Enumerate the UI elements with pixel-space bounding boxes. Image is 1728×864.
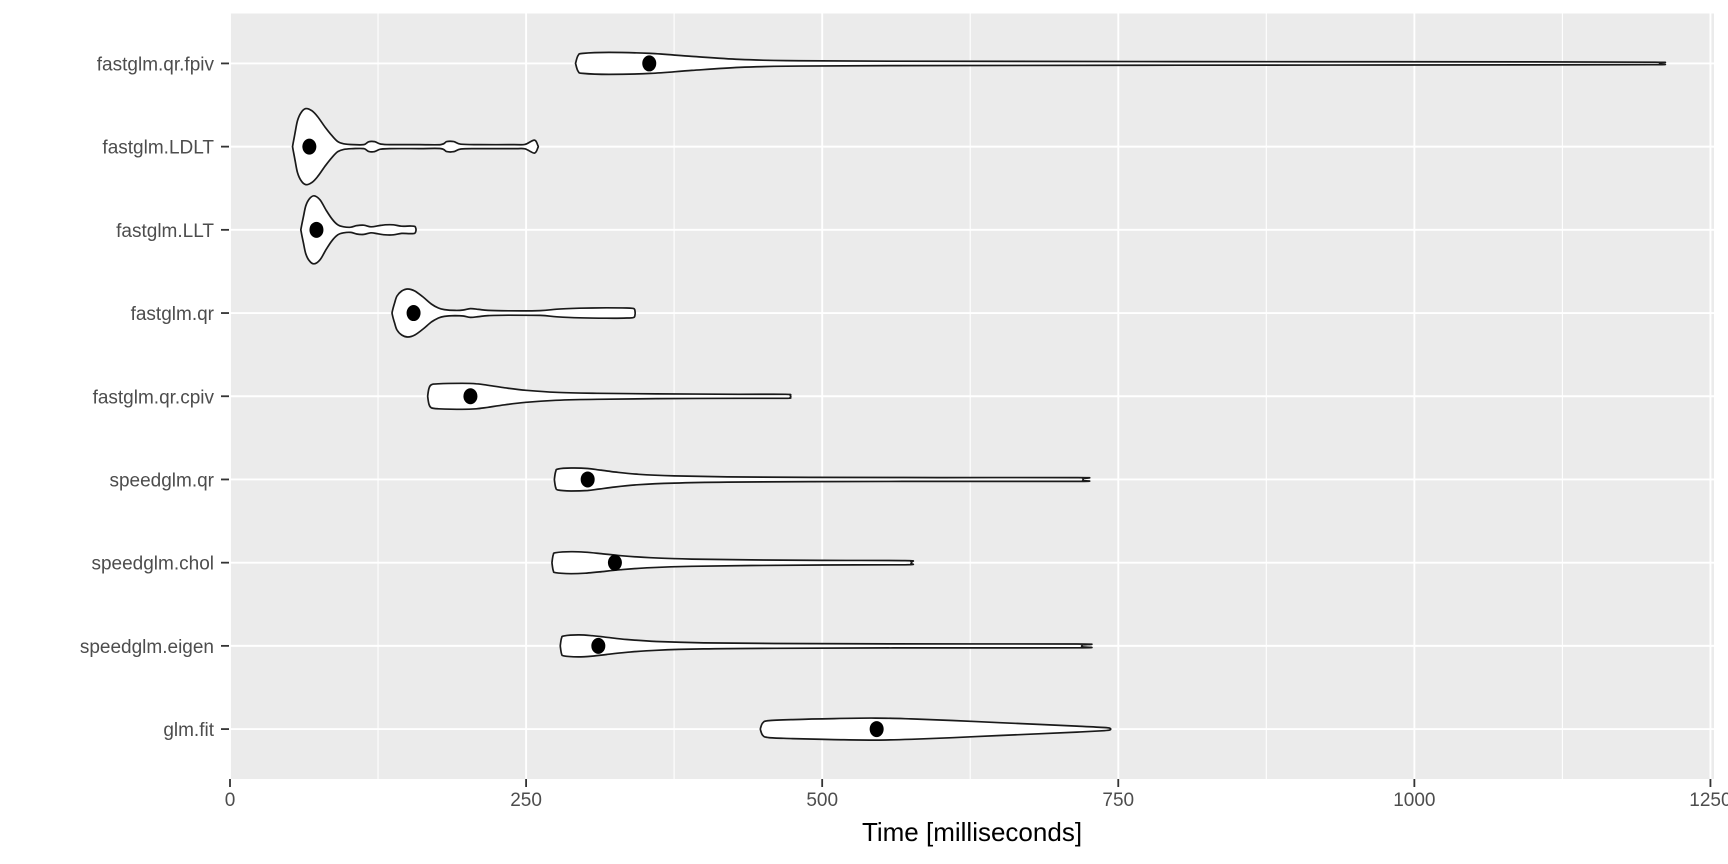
violin-fastglm.qr.cpiv xyxy=(426,382,792,411)
violin-fastglm.qr xyxy=(391,288,637,338)
median-point-speedglm.qr xyxy=(580,471,595,488)
x-tick-label: 0 xyxy=(225,790,236,811)
violin-speedglm.eigen xyxy=(559,634,1093,658)
x-tick-label: 1000 xyxy=(1393,790,1435,811)
violin-speedglm.chol xyxy=(551,550,915,575)
median-point-glm.fit xyxy=(869,721,884,738)
median-point-fastglm.LDLT xyxy=(302,138,317,155)
y-axis-label-speedglm.eigen: speedglm.eigen xyxy=(80,637,214,658)
y-axis-label-speedglm.chol: speedglm.chol xyxy=(91,554,214,575)
y-axis-label-fastglm.LDLT: fastglm.LDLT xyxy=(102,138,214,159)
violin-glm.fit xyxy=(759,717,1112,741)
x-tick-label: 250 xyxy=(510,790,542,811)
x-tick-label: 750 xyxy=(1102,790,1134,811)
violin-speedglm.qr xyxy=(553,467,1091,492)
median-point-speedglm.eigen xyxy=(591,637,606,654)
y-axis-label-fastglm.qr.cpiv: fastglm.qr.cpiv xyxy=(93,387,215,408)
violin-fastglm.qr.fpiv xyxy=(574,51,1667,76)
median-point-fastglm.LLT xyxy=(309,221,324,238)
y-axis-label-fastglm.qr.fpiv: fastglm.qr.fpiv xyxy=(97,54,215,75)
violin-fastglm.LDLT xyxy=(291,107,540,186)
y-axis-label-fastglm.qr: fastglm.qr xyxy=(131,304,215,325)
y-axis-label-glm.fit: glm.fit xyxy=(163,720,214,741)
x-axis-title: Time [milliseconds] xyxy=(861,817,1083,847)
x-tick-label: 500 xyxy=(806,790,838,811)
median-point-fastglm.qr xyxy=(406,305,421,322)
x-tick-label: 1250 xyxy=(1689,790,1728,811)
median-point-fastglm.qr.cpiv xyxy=(463,388,478,405)
y-axis-label-fastglm.LLT: fastglm.LLT xyxy=(116,221,214,242)
median-point-speedglm.chol xyxy=(607,554,622,571)
median-point-fastglm.qr.fpiv xyxy=(642,55,657,72)
y-axis-label-speedglm.qr: speedglm.qr xyxy=(109,470,214,491)
violin-fastglm.LLT xyxy=(299,194,417,265)
